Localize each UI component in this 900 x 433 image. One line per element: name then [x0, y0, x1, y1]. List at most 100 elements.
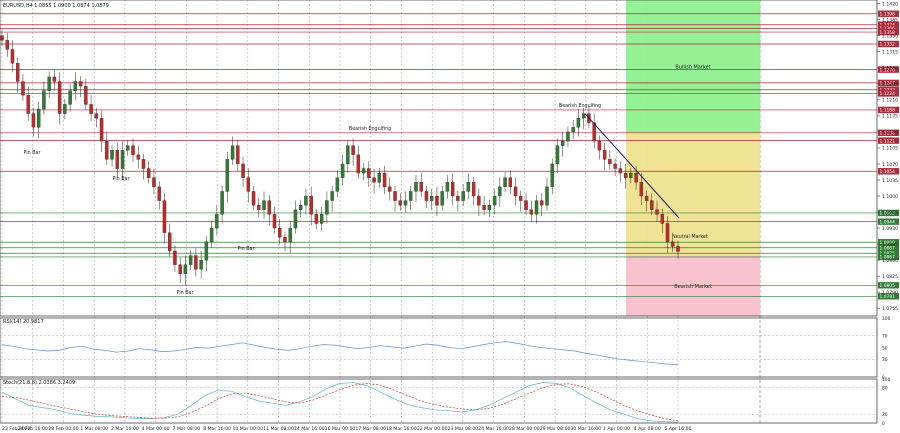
candle-body: [482, 205, 486, 210]
y-tick-label: 1.1420: [882, 1, 898, 7]
resistance-value: 1.1224: [880, 91, 896, 97]
candle-body: [136, 154, 140, 160]
y-tick-label: 1.0860: [882, 258, 898, 264]
candle-body: [351, 145, 355, 155]
rsi-tick-label: 70: [882, 334, 888, 340]
candle-body: [278, 227, 282, 238]
candle-body: [655, 209, 659, 215]
candle-body: [0, 35, 4, 41]
candle-body: [540, 200, 544, 206]
annotation-label: Pin Bar: [238, 246, 255, 252]
candle-body: [84, 85, 88, 105]
stoch-tick-label: 0: [882, 421, 885, 427]
candle-body: [487, 205, 492, 210]
x-tick-label: 11 Mar 08:00: [263, 426, 294, 432]
zone-rect: [626, 0, 760, 133]
candle-body: [576, 118, 581, 128]
x-tick-label: 22 Mar 00:00: [417, 426, 448, 432]
candle-body: [194, 255, 198, 270]
y-tick-label: 1.0755: [882, 306, 898, 312]
candle-body: [162, 200, 167, 233]
y-tick-label: 1.1070: [882, 162, 898, 168]
support-value: 1.0805: [880, 283, 896, 289]
candle-body: [534, 200, 539, 215]
candle-body: [555, 145, 560, 165]
candle-body: [267, 200, 271, 215]
support-tag: [878, 244, 899, 251]
candle-body: [110, 150, 114, 160]
x-tick-label: 14 Mar 16:00: [294, 426, 325, 432]
zone-rect: [626, 132, 760, 256]
resistance-tag: [878, 90, 899, 97]
y-tick-label: 1.1140: [882, 130, 898, 136]
candle-body: [340, 163, 345, 178]
candle-body: [639, 182, 644, 197]
candle-body: [21, 81, 25, 96]
x-tick-label: 4 Apr 08:00: [634, 426, 661, 432]
candle-body: [131, 145, 135, 155]
candle-body: [288, 227, 292, 242]
candle-body: [298, 205, 303, 210]
candle-body: [571, 127, 575, 133]
resistance-value: 1.1332: [880, 42, 896, 48]
candle-body: [147, 168, 151, 178]
candle-body: [36, 108, 41, 128]
x-tick-label: 17 Mar 08:00: [355, 426, 386, 432]
resistance-tag: [878, 10, 899, 17]
resistance-value: 1.1121: [880, 138, 896, 144]
stoch-title: Stoch(21,8,8) 2.0386 3.2409: [3, 380, 75, 386]
candle-body: [629, 172, 633, 178]
resistance-value: 1.1358: [880, 30, 896, 36]
x-tick-label: 10 Mar 00:00: [232, 426, 263, 432]
candle-body: [57, 81, 62, 114]
candle-body: [120, 150, 125, 169]
x-tick-label: 29 Mar 08:00: [540, 426, 571, 432]
zone-label: Bearish Market: [674, 284, 712, 290]
candle-body: [236, 145, 240, 165]
candle-body: [225, 159, 230, 192]
y-tick-label: 1.1210: [882, 98, 898, 104]
candle-body: [257, 205, 261, 210]
resistance-value: 1.1247: [880, 81, 896, 87]
candle-body: [561, 140, 565, 146]
resistance-tag: [878, 106, 899, 114]
candle-body: [519, 195, 523, 201]
candle-body: [152, 177, 156, 188]
y-tick-label: 1.1035: [882, 178, 898, 184]
candle-body: [335, 177, 340, 192]
resistance-value: 1.1138: [880, 131, 896, 137]
candle-body: [26, 95, 30, 114]
resistance-tag: [878, 28, 899, 36]
candle-body: [440, 191, 444, 206]
y-tick-label: 1.1105: [882, 146, 898, 152]
candle-body: [246, 177, 251, 192]
candle-body: [403, 200, 408, 206]
candle-body: [215, 214, 219, 229]
candle-body: [634, 172, 638, 183]
x-tick-label: 23 Feb 2022: [2, 426, 31, 432]
rsi-panel-border: [0, 317, 878, 378]
candle-body: [382, 172, 387, 188]
candle-body: [167, 232, 172, 252]
candle-body: [466, 182, 471, 192]
candle-body: [644, 195, 649, 201]
candle-body: [251, 191, 256, 206]
y-tick-label: 1.1315: [882, 50, 898, 56]
candle-body: [73, 81, 78, 91]
candle-body: [623, 172, 628, 178]
support-tag: [878, 218, 899, 225]
candle-body: [325, 200, 329, 215]
x-tick-label: 2 Mar 16:00: [111, 426, 139, 432]
candle-body: [508, 177, 513, 188]
candle-body: [419, 182, 423, 192]
resistance-tag: [878, 86, 899, 93]
x-tick-label: 24 Mar 16:00: [478, 426, 509, 432]
candle-body: [450, 182, 455, 197]
candle-body: [99, 118, 104, 142]
trendline: [584, 113, 680, 219]
candle-body: [566, 131, 570, 142]
x-tick-label: 1 Mar 08:00: [80, 426, 108, 432]
candle-body: [94, 113, 99, 119]
candle-body: [293, 209, 298, 229]
